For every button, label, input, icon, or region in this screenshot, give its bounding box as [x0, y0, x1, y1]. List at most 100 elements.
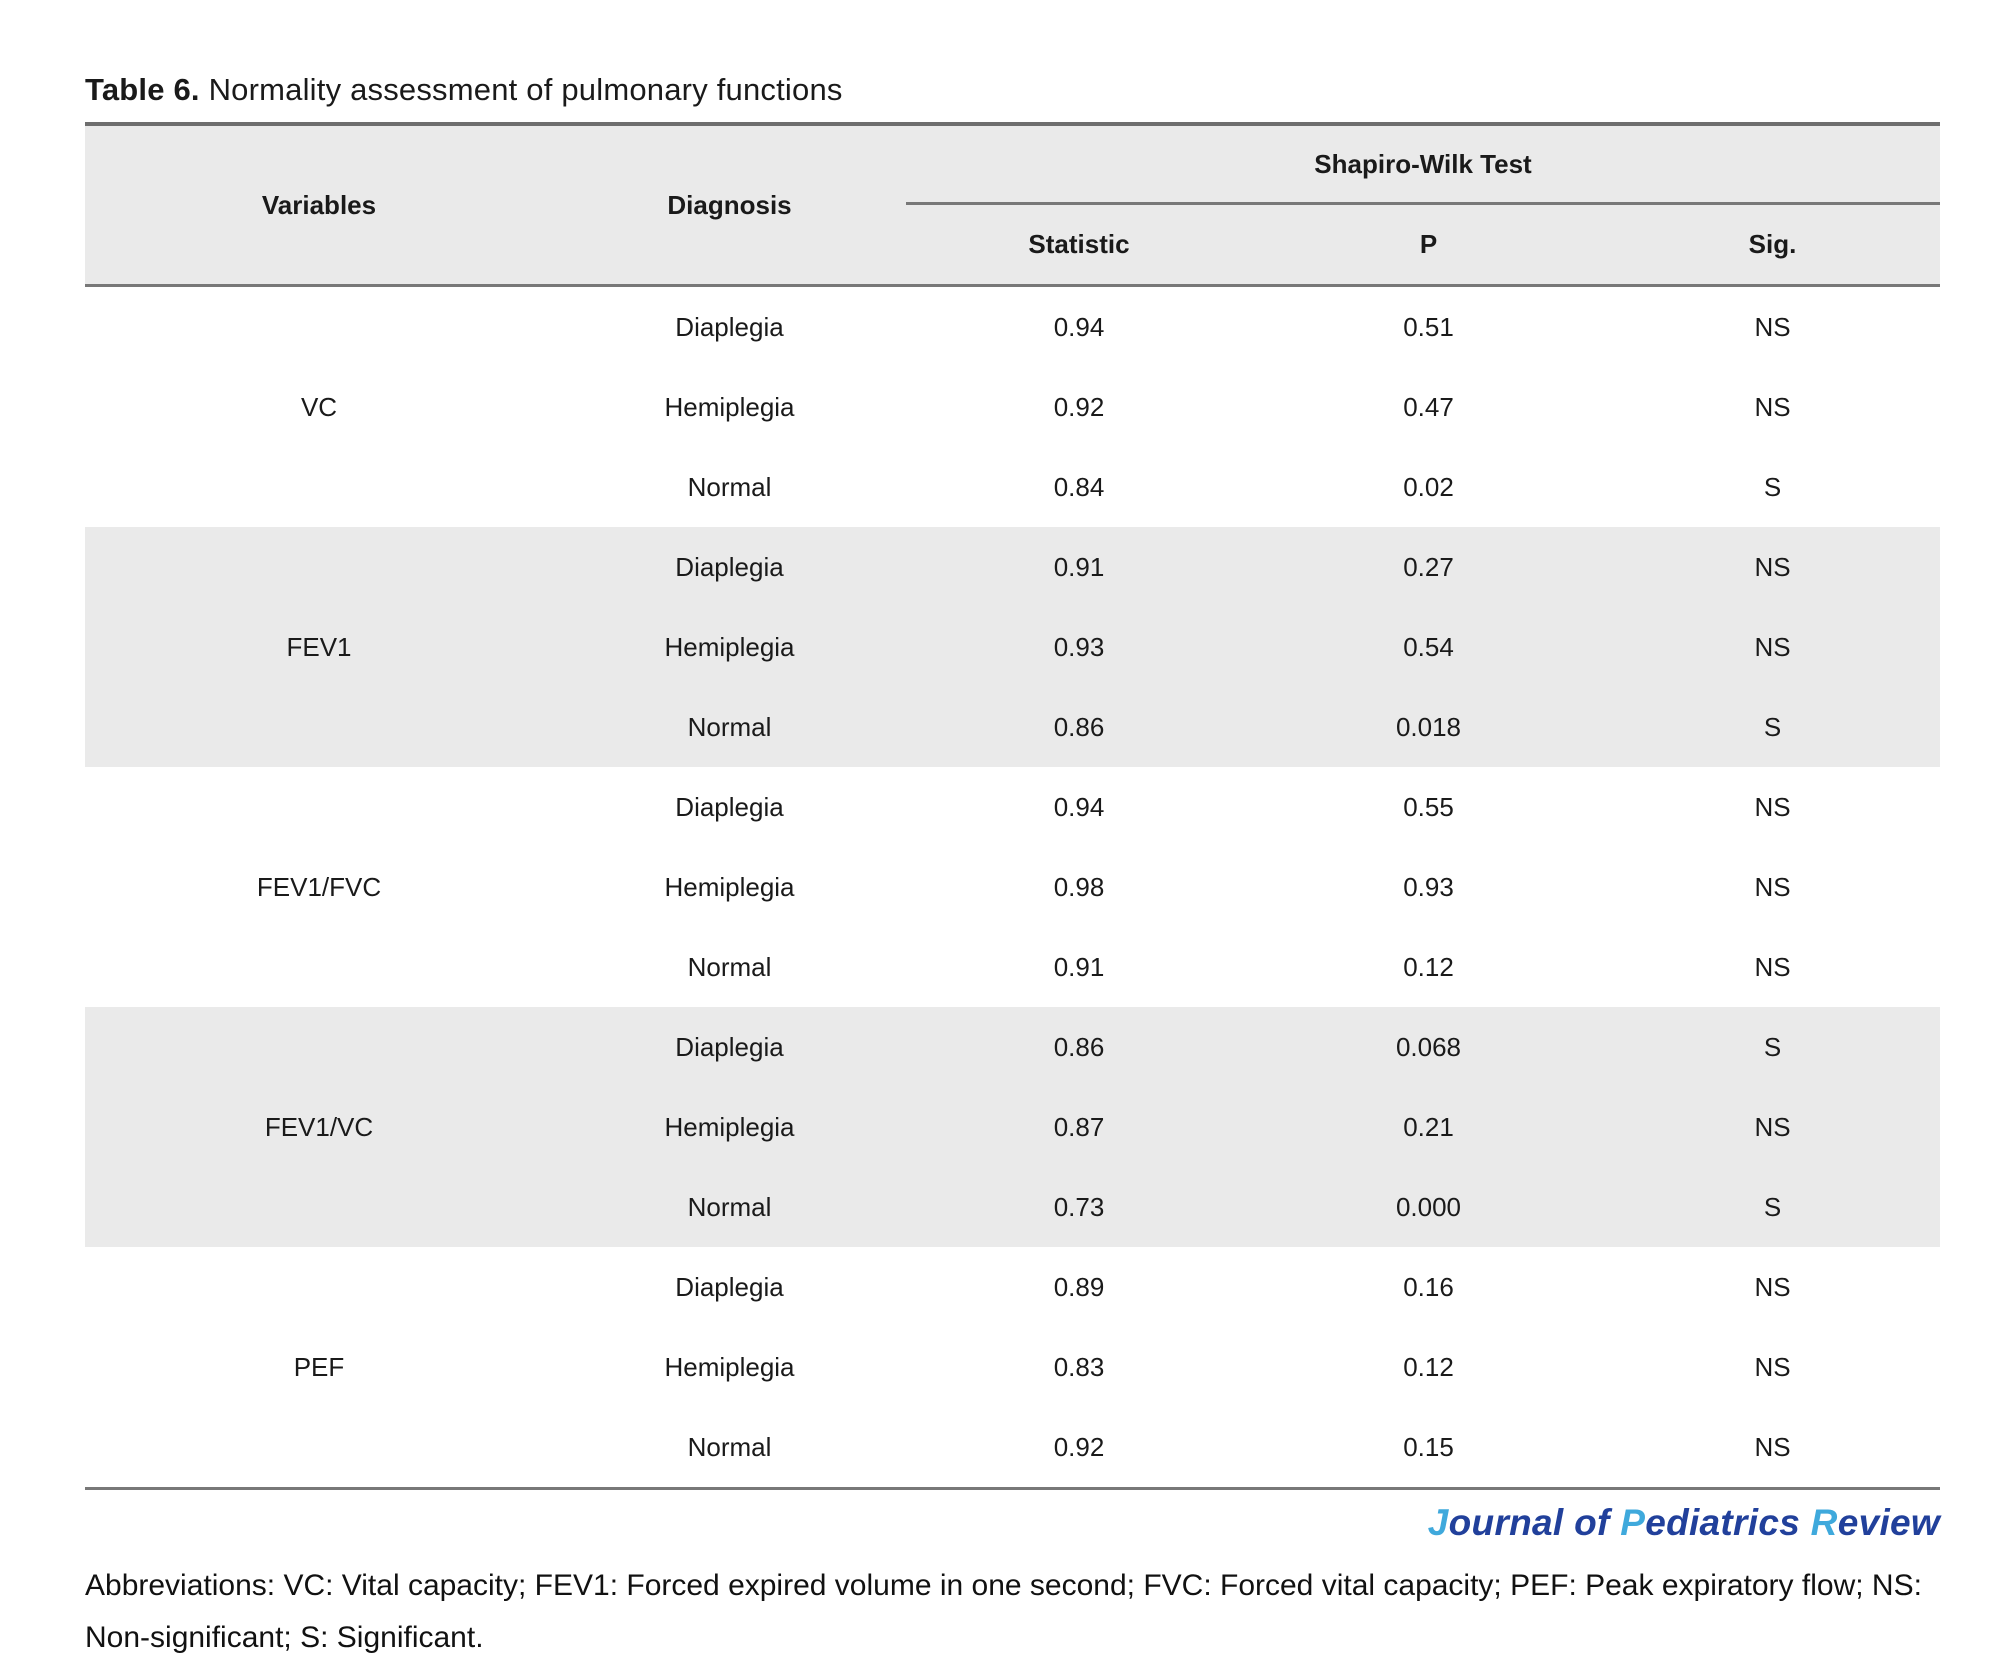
cell-diagnosis: Normal [687, 1191, 772, 1222]
variable-label: FEV1 [286, 631, 352, 662]
header-variables: Variables [261, 189, 377, 220]
group-pef: PEF Diaplegia 0.89 0.16 NS Hemiplegia 0.… [85, 1247, 1940, 1487]
cell-sig: S [1763, 471, 1782, 502]
cell-diagnosis: Diaplegia [675, 1031, 784, 1062]
table-row: Diaplegia 0.89 0.16 NS [553, 1247, 1940, 1327]
cell-sig: NS [1754, 391, 1791, 422]
cell-p: 0.54 [1403, 631, 1454, 662]
group-fev1: FEV1 Diaplegia 0.91 0.27 NS Hemiplegia 0… [85, 527, 1940, 767]
cell-diagnosis: Diaplegia [675, 311, 784, 342]
header-diagnosis: Diagnosis [667, 189, 792, 220]
journal-logo-initial: P [1620, 1502, 1646, 1543]
cell-diagnosis: Normal [687, 1431, 772, 1462]
cell-sig: S [1763, 1031, 1782, 1062]
cell-p: 0.12 [1403, 951, 1454, 982]
cell-diagnosis: Hemiplegia [664, 631, 795, 662]
cell-p: 0.51 [1403, 311, 1454, 342]
abbreviations-footnote: Abbreviations: VC: Vital capacity; FEV1:… [85, 1569, 1922, 1654]
cell-p: 0.16 [1403, 1271, 1454, 1302]
journal-logo: Journal of Pediatrics Review [1427, 1502, 1940, 1543]
cell-sig: NS [1754, 791, 1791, 822]
cell-statistic: 0.86 [1053, 711, 1105, 742]
table-row: Hemiplegia 0.83 0.12 NS [553, 1327, 1940, 1407]
cell-statistic: 0.84 [1053, 471, 1105, 502]
table-row: Normal 0.91 0.12 NS [553, 927, 1940, 1007]
journal-logo-initial: J [1427, 1502, 1449, 1543]
table-number: Table 6. [85, 72, 200, 107]
cell-statistic: 0.93 [1053, 631, 1105, 662]
table-row: Diaplegia 0.86 0.068 S [553, 1007, 1940, 1087]
table-header: Variables Diagnosis Shapiro-Wilk Test St… [85, 126, 1940, 287]
cell-statistic: 0.98 [1053, 871, 1105, 902]
cell-statistic: 0.91 [1053, 951, 1105, 982]
cell-sig: NS [1754, 631, 1791, 662]
cell-diagnosis: Diaplegia [675, 791, 784, 822]
cell-sig: NS [1754, 311, 1791, 342]
header-shapiro-wilk-title: Shapiro-Wilk Test [1314, 148, 1532, 179]
table-row: Normal 0.73 0.000 S [553, 1167, 1940, 1247]
header-divider-rule [906, 202, 1940, 205]
cell-diagnosis: Hemiplegia [664, 1351, 795, 1382]
cell-statistic: 0.73 [1053, 1191, 1105, 1222]
table-row: Normal 0.92 0.15 NS [553, 1407, 1940, 1487]
header-statistic: Statistic [1028, 229, 1130, 259]
header-subrow: Statistic P Sig. [906, 205, 1940, 284]
variable-label: FEV1/VC [264, 1111, 374, 1142]
cell-p: 0.12 [1403, 1351, 1454, 1382]
group-rows: Diaplegia 0.86 0.068 S Hemiplegia 0.87 0… [553, 1007, 1940, 1247]
variable-label: PEF [293, 1351, 345, 1382]
cell-p: 0.018 [1395, 711, 1462, 742]
cell-statistic: 0.83 [1053, 1351, 1105, 1382]
cell-diagnosis: Hemiplegia [664, 1111, 795, 1142]
journal-logo-initial: R [1810, 1502, 1838, 1543]
cell-diagnosis: Hemiplegia [664, 871, 795, 902]
cell-p: 0.93 [1403, 871, 1454, 902]
cell-statistic: 0.92 [1053, 1431, 1105, 1462]
cell-p: 0.47 [1403, 391, 1454, 422]
cell-sig: NS [1754, 1351, 1791, 1382]
cell-statistic: 0.92 [1053, 391, 1105, 422]
cell-statistic: 0.86 [1053, 1031, 1105, 1062]
cell-statistic: 0.89 [1053, 1271, 1105, 1302]
group-fev1-vc: FEV1/VC Diaplegia 0.86 0.068 S Hemiplegi… [85, 1007, 1940, 1247]
cell-p: 0.55 [1403, 791, 1454, 822]
cell-sig: NS [1754, 1111, 1791, 1142]
table-row: Diaplegia 0.91 0.27 NS [553, 527, 1940, 607]
cell-sig: NS [1754, 551, 1791, 582]
cell-statistic: 0.91 [1053, 551, 1105, 582]
header-shapiro-wilk-group: Shapiro-Wilk Test Statistic P Sig. [906, 126, 1940, 284]
cell-p: 0.000 [1395, 1191, 1462, 1222]
variable-label: FEV1/FVC [256, 871, 382, 902]
cell-sig: NS [1754, 951, 1791, 982]
cell-statistic: 0.87 [1053, 1111, 1105, 1142]
table-caption-text: Normality assessment of pulmonary functi… [208, 72, 843, 107]
cell-sig: S [1763, 1191, 1782, 1222]
table-row: Normal 0.84 0.02 S [553, 447, 1940, 527]
variable-label: VC [300, 391, 338, 422]
cell-sig: NS [1754, 1431, 1791, 1462]
cell-sig: NS [1754, 1271, 1791, 1302]
header-p: P [1419, 229, 1438, 259]
cell-diagnosis: Hemiplegia [664, 391, 795, 422]
group-rows: Diaplegia 0.94 0.55 NS Hemiplegia 0.98 0… [553, 767, 1940, 1007]
cell-p: 0.15 [1403, 1431, 1454, 1462]
header-sig: Sig. [1748, 229, 1797, 259]
table-row: Diaplegia 0.94 0.51 NS [553, 287, 1940, 367]
table-row: Hemiplegia 0.93 0.54 NS [553, 607, 1940, 687]
table-caption: Table 6. Normality assessment of pulmona… [85, 72, 843, 108]
table-row: Hemiplegia 0.92 0.47 NS [553, 367, 1940, 447]
cell-statistic: 0.94 [1053, 311, 1105, 342]
cell-sig: NS [1754, 871, 1791, 902]
cell-p: 0.27 [1403, 551, 1454, 582]
table-row: Normal 0.86 0.018 S [553, 687, 1940, 767]
cell-p: 0.02 [1403, 471, 1454, 502]
cell-diagnosis: Normal [687, 711, 772, 742]
cell-sig: S [1763, 711, 1782, 742]
cell-diagnosis: Normal [687, 951, 772, 982]
cell-diagnosis: Diaplegia [675, 551, 784, 582]
table-row: Hemiplegia 0.98 0.93 NS [553, 847, 1940, 927]
group-rows: Diaplegia 0.89 0.16 NS Hemiplegia 0.83 0… [553, 1247, 1940, 1487]
cell-p: 0.068 [1395, 1031, 1462, 1062]
normality-table: Variables Diagnosis Shapiro-Wilk Test St… [85, 122, 1940, 1490]
